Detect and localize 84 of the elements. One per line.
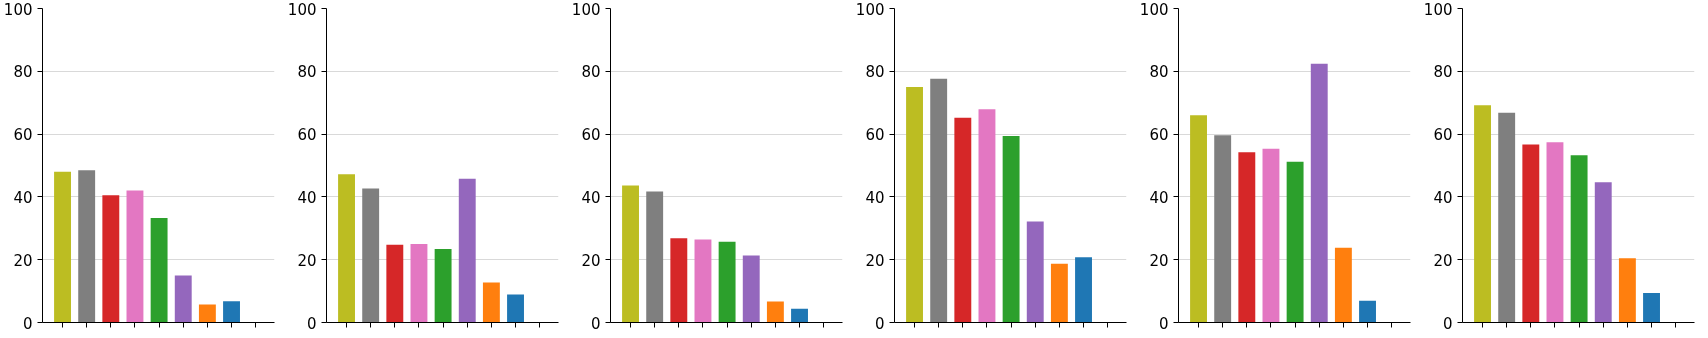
y-tick-label: 0: [1158, 314, 1169, 333]
bar: [1238, 152, 1256, 323]
y-tick-label: 100: [1139, 0, 1169, 19]
bar: [1286, 161, 1304, 323]
y-tick-label: 60: [1149, 126, 1169, 145]
bar: [482, 282, 500, 323]
y-tick-label: 20: [865, 251, 885, 270]
bar: [1214, 135, 1232, 323]
bar: [54, 171, 71, 323]
y-tick-label: 80: [297, 63, 317, 82]
y-tick-label: 60: [1433, 126, 1453, 145]
bar: [126, 190, 144, 323]
y-tick-label: 20: [13, 251, 33, 270]
bar: [1618, 258, 1636, 323]
bar: [1334, 247, 1352, 323]
y-tick-label: 100: [1423, 0, 1453, 19]
y-tick-label: 20: [297, 251, 317, 270]
bar: [102, 195, 120, 323]
bar: [78, 170, 96, 323]
bar: [1190, 115, 1207, 323]
y-tick-label: 60: [13, 126, 33, 145]
y-tick-label: 20: [1149, 251, 1169, 270]
bar: [930, 78, 948, 323]
y-tick-label: 60: [581, 126, 601, 145]
bar: [458, 178, 476, 323]
y-tick-label: 80: [581, 63, 601, 82]
bar: [1643, 292, 1660, 323]
bar: [1570, 155, 1588, 323]
y-tick-label: 80: [13, 63, 33, 82]
bar: [1050, 263, 1068, 323]
bar: [1262, 148, 1280, 323]
y-tick-label: 80: [1433, 63, 1453, 82]
bar: [410, 244, 428, 323]
y-tick-label: 80: [1149, 63, 1169, 82]
y-tick-label: 20: [581, 251, 601, 270]
y-tick-label: 40: [1149, 188, 1169, 207]
bar: [386, 244, 404, 323]
bar: [718, 241, 736, 323]
bar: [766, 301, 784, 323]
y-tick-label: 60: [297, 126, 317, 145]
bar: [1002, 135, 1020, 323]
y-tick-label: 20: [1433, 251, 1453, 270]
bar: [198, 304, 216, 323]
bar: [670, 238, 688, 323]
y-tick-label: 40: [1433, 188, 1453, 207]
bar: [1522, 144, 1540, 323]
bar: [150, 217, 168, 323]
y-tick-label: 100: [571, 0, 601, 19]
bar: [1026, 221, 1044, 323]
y-tick-label: 0: [590, 314, 601, 333]
y-tick-label: 40: [13, 188, 33, 207]
bar: [1310, 63, 1328, 323]
bar: [906, 87, 923, 323]
bar: [622, 185, 639, 323]
y-tick-label: 60: [865, 126, 885, 145]
y-tick-label: 80: [865, 63, 885, 82]
bar: [791, 308, 808, 323]
y-tick-label: 100: [855, 0, 885, 19]
y-tick-label: 0: [874, 314, 885, 333]
y-tick-label: 100: [287, 0, 317, 19]
bar: [694, 239, 712, 323]
bar: [1498, 112, 1516, 323]
y-tick-label: 0: [22, 314, 33, 333]
y-tick-label: 40: [297, 188, 317, 207]
bar: [978, 109, 996, 323]
bar: [646, 191, 664, 323]
bar: [174, 275, 192, 323]
bar: [1359, 300, 1376, 323]
y-tick-label: 40: [865, 188, 885, 207]
bar: [507, 294, 524, 323]
bar: [1546, 142, 1564, 323]
y-tick-label: 0: [306, 314, 317, 333]
bar: [223, 301, 240, 323]
bar: [1594, 182, 1612, 323]
bar: [1474, 105, 1491, 323]
bar: [954, 117, 972, 323]
bar: [1075, 257, 1092, 323]
bar: [362, 188, 380, 323]
y-tick-label: 40: [581, 188, 601, 207]
y-tick-label: 100: [3, 0, 33, 19]
y-tick-label: 0: [1442, 314, 1453, 333]
bar: [338, 174, 355, 323]
bar: [742, 255, 760, 323]
bar: [434, 249, 452, 323]
